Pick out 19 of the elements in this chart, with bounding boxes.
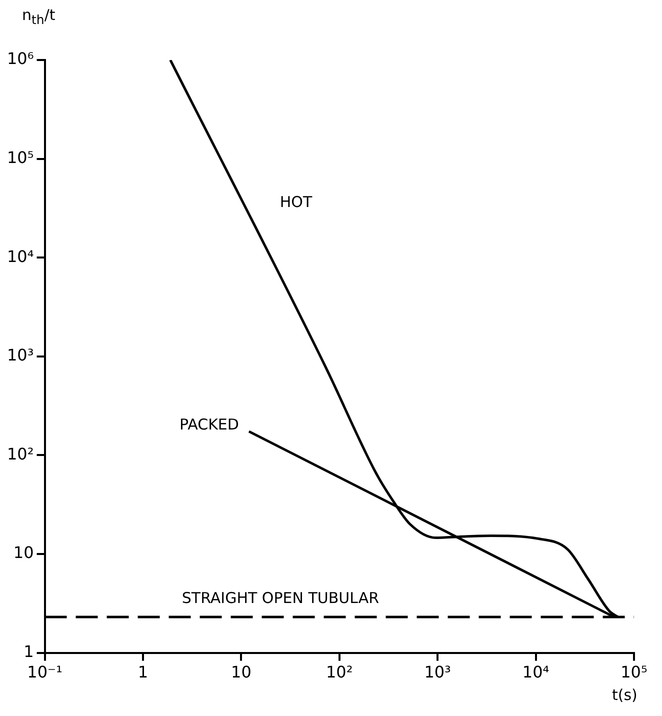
y-tick-label: 10⁴ <box>6 246 34 266</box>
series-label: HOT <box>280 193 313 212</box>
x-tick-label: 10⁴ <box>522 662 550 682</box>
x-tick-label: 10 <box>231 662 252 682</box>
y-tick-label: 1 <box>24 642 34 661</box>
y-axis-title: n$_{th}$/t <box>22 6 56 27</box>
series-label: STRAIGHT OPEN TUBULAR <box>182 588 380 607</box>
x-tick-label: 10⁻¹ <box>27 662 62 682</box>
series-label: PACKED <box>180 415 239 434</box>
y-tick-label: 10 <box>13 543 34 562</box>
y-tick-label: 10³ <box>6 346 34 365</box>
x-axis-title: t(s) <box>612 686 638 704</box>
y-tick-label: 10² <box>6 444 34 464</box>
y-tick-label: 10⁶ <box>6 49 34 68</box>
y-tick-label: 10⁵ <box>6 148 34 167</box>
x-tick-label: 10³ <box>424 662 451 682</box>
x-tick-label: 10⁵ <box>620 662 648 682</box>
x-tick-label: 1 <box>138 662 148 682</box>
x-tick-label: 10² <box>326 662 353 682</box>
